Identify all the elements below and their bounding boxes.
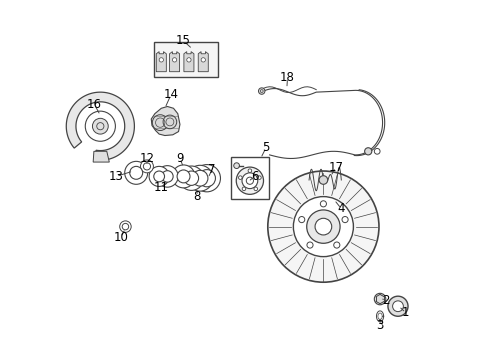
- Circle shape: [143, 163, 150, 170]
- Polygon shape: [151, 107, 180, 135]
- Bar: [154, 41, 218, 77]
- Text: 2: 2: [382, 294, 389, 307]
- Text: 9: 9: [176, 152, 183, 165]
- Circle shape: [85, 111, 115, 141]
- Text: 4: 4: [337, 202, 345, 215]
- Circle shape: [162, 171, 173, 182]
- Text: 12: 12: [139, 152, 154, 165]
- Polygon shape: [156, 51, 166, 72]
- Circle shape: [140, 160, 153, 173]
- Circle shape: [159, 58, 163, 62]
- Text: 10: 10: [113, 231, 128, 244]
- Polygon shape: [66, 92, 134, 160]
- Circle shape: [163, 115, 176, 129]
- Circle shape: [341, 216, 347, 222]
- Circle shape: [120, 221, 131, 232]
- Polygon shape: [183, 51, 194, 72]
- Circle shape: [320, 201, 326, 207]
- Circle shape: [247, 169, 251, 172]
- Text: 15: 15: [176, 34, 191, 48]
- Circle shape: [172, 58, 176, 62]
- Circle shape: [306, 210, 339, 243]
- Circle shape: [236, 167, 263, 194]
- Text: 18: 18: [280, 71, 294, 84]
- Circle shape: [238, 176, 242, 179]
- Circle shape: [124, 161, 147, 184]
- Circle shape: [129, 166, 142, 179]
- Circle shape: [192, 170, 207, 186]
- Circle shape: [233, 163, 239, 168]
- Circle shape: [201, 58, 205, 62]
- Circle shape: [153, 171, 164, 182]
- Text: 8: 8: [193, 190, 201, 203]
- Text: 11: 11: [154, 181, 168, 194]
- Circle shape: [193, 165, 220, 192]
- Text: 7: 7: [208, 163, 216, 176]
- Text: 1: 1: [401, 306, 409, 319]
- Polygon shape: [169, 51, 179, 72]
- Circle shape: [387, 296, 407, 316]
- Circle shape: [364, 148, 371, 155]
- Text: 16: 16: [87, 98, 102, 111]
- Circle shape: [184, 171, 198, 185]
- Circle shape: [156, 166, 178, 187]
- Circle shape: [187, 165, 212, 191]
- Bar: [230, 157, 268, 199]
- Circle shape: [257, 176, 261, 179]
- Circle shape: [242, 173, 257, 189]
- Polygon shape: [198, 51, 208, 72]
- Circle shape: [293, 197, 353, 257]
- Circle shape: [373, 293, 385, 305]
- Circle shape: [149, 166, 169, 186]
- Text: 14: 14: [163, 88, 178, 101]
- Circle shape: [92, 118, 108, 134]
- Circle shape: [172, 165, 195, 188]
- Circle shape: [177, 170, 190, 183]
- Circle shape: [122, 224, 128, 230]
- Circle shape: [267, 171, 378, 282]
- Text: 17: 17: [328, 161, 343, 174]
- Text: 5: 5: [262, 141, 269, 154]
- Circle shape: [314, 218, 331, 235]
- Text: 6: 6: [250, 170, 258, 183]
- Circle shape: [319, 176, 327, 184]
- Circle shape: [333, 242, 339, 248]
- Circle shape: [186, 58, 191, 62]
- Circle shape: [392, 301, 403, 312]
- Circle shape: [298, 216, 304, 222]
- Circle shape: [373, 148, 379, 154]
- Text: 3: 3: [376, 319, 383, 332]
- Polygon shape: [93, 151, 109, 162]
- Circle shape: [306, 242, 312, 248]
- Circle shape: [152, 115, 168, 131]
- Circle shape: [258, 88, 264, 94]
- Circle shape: [198, 170, 215, 187]
- Circle shape: [179, 166, 203, 190]
- Text: 13: 13: [108, 170, 123, 183]
- Circle shape: [246, 177, 253, 184]
- Circle shape: [253, 187, 257, 191]
- Circle shape: [242, 187, 245, 191]
